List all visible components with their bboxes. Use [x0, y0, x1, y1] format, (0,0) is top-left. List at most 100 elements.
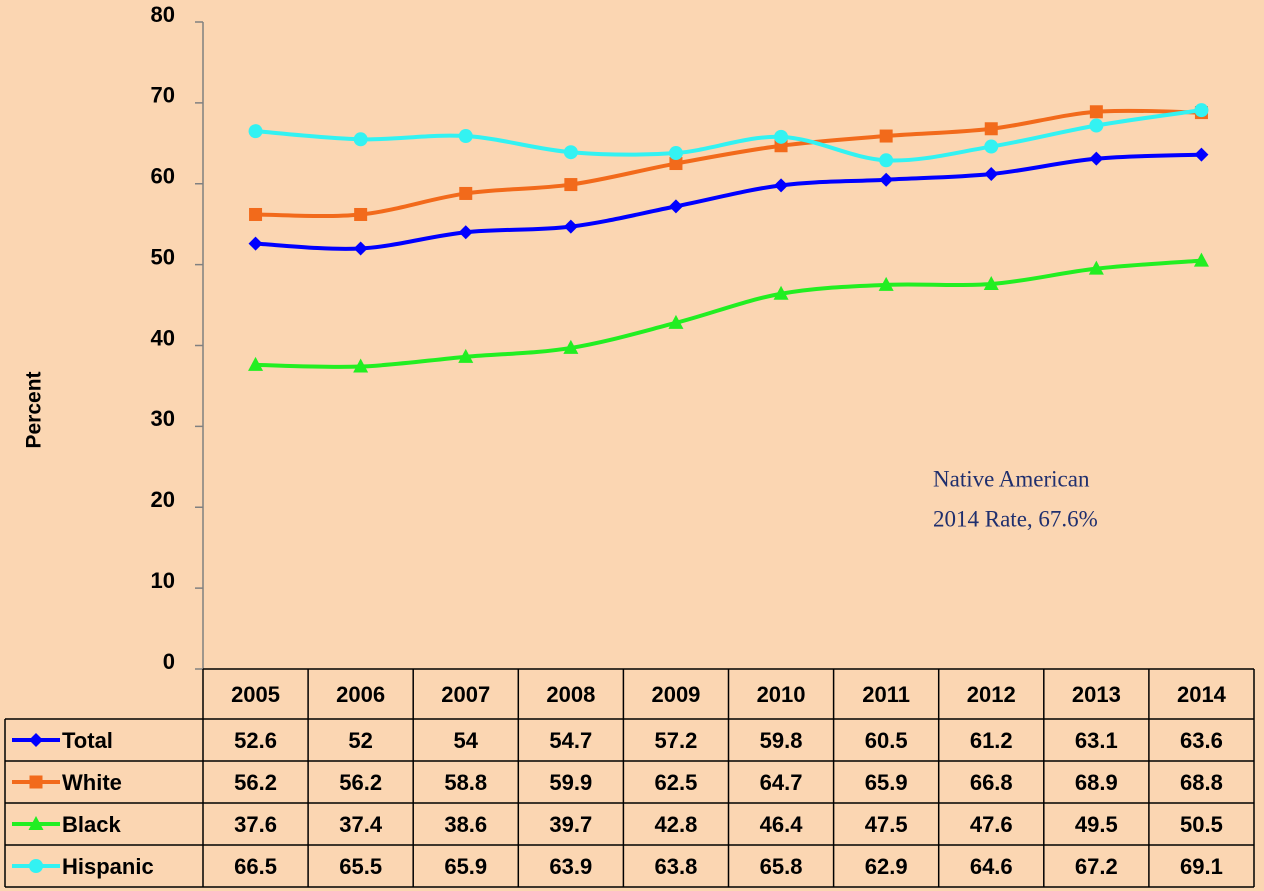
- y-tick-label: 60: [151, 164, 175, 189]
- table-value: 52: [348, 728, 372, 753]
- table-value: 46.4: [760, 812, 804, 837]
- table-value: 65.9: [444, 854, 487, 879]
- marker: [1088, 260, 1104, 275]
- y-tick-label: 50: [151, 244, 175, 269]
- table-value: 62.9: [865, 854, 908, 879]
- table-value: 63.1: [1075, 728, 1118, 753]
- table-value: 66.5: [234, 854, 277, 879]
- marker: [353, 241, 368, 256]
- table-value: 57.2: [655, 728, 698, 753]
- table-value: 63.9: [549, 854, 592, 879]
- marker: [29, 733, 43, 747]
- marker: [458, 129, 473, 144]
- marker: [1089, 151, 1104, 166]
- marker: [29, 775, 43, 789]
- marker: [1194, 103, 1209, 118]
- table-value: 65.8: [760, 854, 803, 879]
- legend-label: Hispanic: [62, 854, 154, 879]
- marker: [563, 145, 578, 160]
- marker: [28, 816, 44, 830]
- table-value: 54.7: [549, 728, 592, 753]
- x-tick-label: 2006: [336, 682, 385, 707]
- table-value: 47.5: [865, 812, 908, 837]
- table-value: 59.8: [760, 728, 803, 753]
- y-tick-label: 20: [151, 487, 175, 512]
- marker: [248, 236, 263, 251]
- table-value: 54: [454, 728, 479, 753]
- y-tick-label: 80: [151, 2, 175, 27]
- table-value: 59.9: [549, 770, 592, 795]
- marker: [563, 339, 579, 354]
- marker: [983, 276, 999, 291]
- marker: [354, 207, 368, 221]
- x-tick-label: 2005: [231, 682, 280, 707]
- table-value: 65.9: [865, 770, 908, 795]
- table-value: 37.6: [234, 812, 277, 837]
- marker: [879, 129, 893, 143]
- x-tick-label: 2014: [1177, 682, 1227, 707]
- marker: [249, 207, 263, 221]
- x-tick-label: 2013: [1072, 682, 1121, 707]
- y-tick-label: 0: [163, 649, 175, 674]
- marker: [459, 186, 473, 200]
- table-value: 58.8: [444, 770, 487, 795]
- table-value: 56.2: [234, 770, 277, 795]
- marker: [1194, 147, 1209, 162]
- marker: [564, 178, 578, 192]
- series-line: [255, 108, 1202, 219]
- table-value: 69.1: [1180, 854, 1223, 879]
- x-tick-label: 2008: [546, 682, 595, 707]
- table-value: 66.8: [970, 770, 1013, 795]
- marker: [668, 314, 684, 329]
- marker: [668, 199, 683, 214]
- marker: [773, 285, 789, 300]
- annotation: Native American: [933, 466, 1090, 491]
- table-value: 68.9: [1075, 770, 1118, 795]
- marker: [353, 358, 369, 373]
- marker: [563, 219, 578, 234]
- y-axis-label: Percent: [23, 371, 46, 448]
- marker: [458, 348, 474, 363]
- table-value: 64.7: [760, 770, 803, 795]
- marker: [353, 132, 368, 147]
- marker: [879, 153, 894, 168]
- legend-label: Black: [62, 812, 121, 837]
- table-value: 39.7: [549, 812, 592, 837]
- series-line: [255, 258, 1202, 369]
- table-value: 60.5: [865, 728, 908, 753]
- marker: [984, 122, 998, 136]
- y-tick-label: 10: [151, 568, 175, 593]
- y-tick-label: 30: [151, 406, 175, 431]
- marker: [774, 129, 789, 144]
- marker: [1193, 252, 1209, 267]
- table-value: 61.2: [970, 728, 1013, 753]
- table-value: 56.2: [339, 770, 382, 795]
- marker: [669, 157, 683, 171]
- table-value: 52.6: [234, 728, 277, 753]
- table-value: 64.6: [970, 854, 1013, 879]
- marker: [458, 225, 473, 240]
- table-value: 42.8: [655, 812, 698, 837]
- marker: [984, 139, 999, 154]
- marker: [1089, 118, 1104, 133]
- x-tick-label: 2009: [651, 682, 700, 707]
- table-value: 49.5: [1075, 812, 1118, 837]
- table-value: 65.5: [339, 854, 382, 879]
- table-value: 63.6: [1180, 728, 1223, 753]
- table-value: 50.5: [1180, 812, 1223, 837]
- marker: [248, 124, 263, 139]
- y-tick-label: 40: [151, 325, 175, 350]
- marker: [248, 356, 264, 371]
- annotation: 2014 Rate, 67.6%: [933, 506, 1098, 531]
- series-line: [255, 108, 1202, 163]
- table-value: 67.2: [1075, 854, 1118, 879]
- y-tick-label: 70: [151, 83, 175, 108]
- marker: [774, 178, 789, 193]
- x-tick-label: 2011: [862, 682, 910, 707]
- x-tick-label: 2010: [757, 682, 806, 707]
- legend-label: White: [62, 770, 122, 795]
- marker: [1089, 105, 1103, 119]
- table-value: 62.5: [655, 770, 698, 795]
